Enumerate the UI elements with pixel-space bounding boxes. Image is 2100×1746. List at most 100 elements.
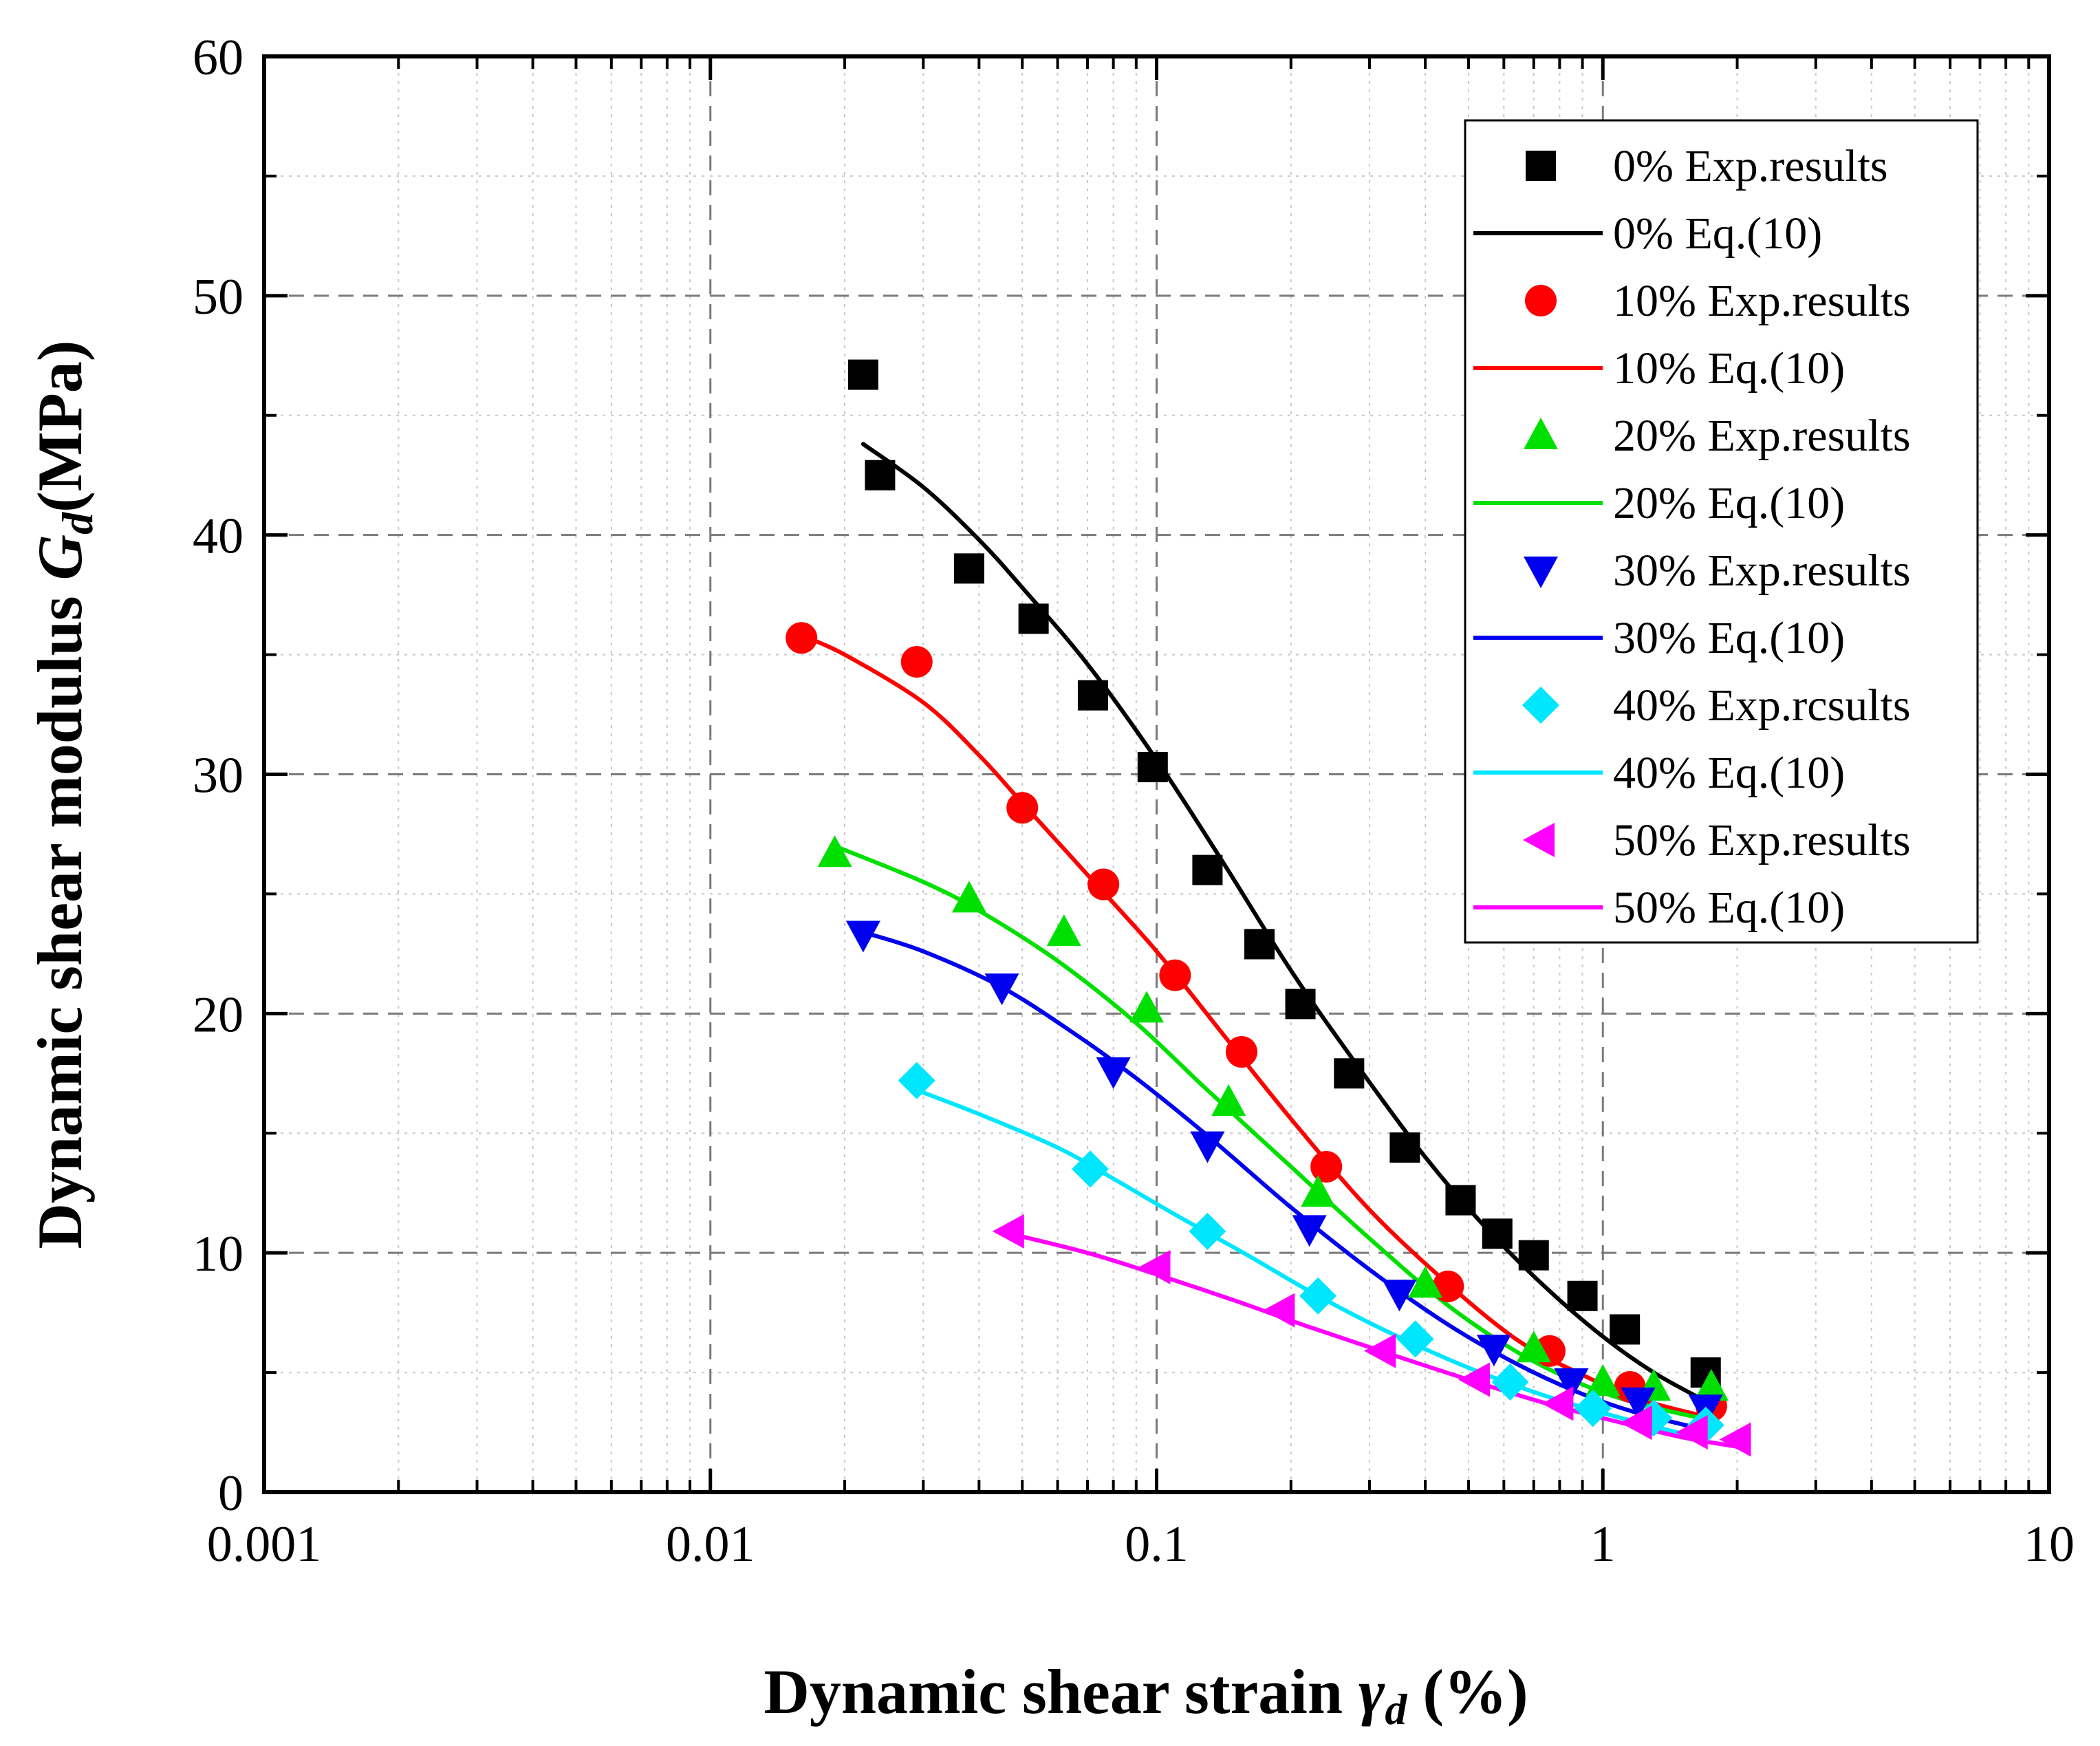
- legend-label-10pct-exp: 10% Exp.results: [1613, 276, 1911, 326]
- data-point-0pct: [1077, 680, 1108, 711]
- data-point-50pct: [1364, 1333, 1396, 1368]
- data-point-20pct: [1585, 1364, 1621, 1396]
- y-tick-label: 0: [218, 1465, 243, 1522]
- data-point-50pct: [992, 1214, 1024, 1249]
- y-tick-label: 10: [193, 1226, 243, 1282]
- data-point-50pct: [1263, 1293, 1295, 1328]
- legend-label-20pct-fit: 20% Eq.(10): [1613, 478, 1845, 528]
- data-point-0pct: [1445, 1185, 1476, 1216]
- legend-label-50pct-fit: 50% Eq.(10): [1613, 883, 1845, 933]
- x-tick-label: 10: [2024, 1516, 2075, 1573]
- data-point-0pct: [865, 460, 896, 491]
- legend: 0% Exp.results 0% Eq.(10) 10% Exp.results 1…: [1464, 119, 1979, 944]
- data-point-30pct: [1476, 1335, 1511, 1367]
- y-tick-label: 40: [193, 508, 243, 565]
- data-point-0pct: [1192, 854, 1223, 885]
- data-point-40pct: [898, 1061, 935, 1099]
- data-point-20pct: [1129, 991, 1165, 1023]
- legend-symbol-20pct-exp: [1524, 418, 1558, 449]
- legend-symbol-40pct-exp: [1522, 687, 1559, 724]
- data-point-30pct: [845, 920, 880, 953]
- legend-label-40pct-fit: 40% Eq.(10): [1613, 748, 1845, 798]
- legend-label-0pct-exp: 0% Exp.results: [1613, 141, 1888, 191]
- data-point-40pct: [1299, 1277, 1337, 1315]
- data-point-0pct: [1285, 989, 1316, 1020]
- axis-ticks: [262, 54, 2051, 1494]
- y-axis-title-symbol: G: [25, 535, 95, 580]
- legend-label-30pct-exp: 30% Exp.results: [1613, 546, 1911, 596]
- fit-curve-0pct: [860, 442, 1708, 1403]
- data-point-30pct: [1190, 1131, 1225, 1163]
- data-point-50pct: [1138, 1250, 1171, 1285]
- legend-label-20pct-exp: 20% Exp.results: [1613, 411, 1911, 461]
- legend-symbol-0pct-exp: [1526, 151, 1556, 181]
- data-point-0pct: [1137, 752, 1168, 783]
- y-tick-label: 30: [193, 748, 243, 804]
- data-point-20pct: [1693, 1368, 1729, 1401]
- x-axis-title: Dynamic shear strain γd (%): [764, 1657, 1528, 1734]
- data-point-50pct: [1541, 1386, 1574, 1421]
- x-axis-title-symbol: γ: [1358, 1657, 1385, 1727]
- data-point-40pct: [1072, 1150, 1109, 1188]
- tick-labels: 0.001 0.01 0.1 1 10 0 10 20 30 40 50 60: [193, 30, 2075, 1573]
- x-tick-label: 0.1: [1125, 1516, 1189, 1573]
- data-point-50pct: [1719, 1422, 1751, 1457]
- data-point-0pct: [953, 553, 984, 584]
- y-tick-label: 50: [193, 269, 243, 325]
- data-point-10pct: [1087, 868, 1120, 901]
- data-point-50pct: [1676, 1415, 1708, 1450]
- legend-label-50pct-exp: 50% Exp.results: [1613, 815, 1911, 865]
- y-axis-title-main: Dynamic shear modulus: [25, 580, 95, 1249]
- data-point-20pct: [1211, 1084, 1246, 1117]
- data-point-10pct: [1225, 1035, 1257, 1068]
- y-tick-label: 60: [193, 30, 243, 86]
- data-point-10pct: [900, 646, 933, 678]
- x-axis-title-unit: (%): [1407, 1657, 1528, 1727]
- legend-label-40pct-exp: 40% Exp.rcsults: [1613, 680, 1911, 731]
- data-point-40pct: [1574, 1390, 1612, 1427]
- data-point-30pct: [1292, 1215, 1327, 1247]
- data-point-40pct: [1189, 1212, 1226, 1250]
- data-point-20pct: [1516, 1330, 1551, 1363]
- legend-symbol-50pct-exp: [1523, 823, 1555, 857]
- data-point-30pct: [1621, 1387, 1656, 1419]
- x-tick-label: 0.01: [666, 1516, 755, 1573]
- legend-label-30pct-fit: 30% Eq.(10): [1613, 613, 1845, 663]
- data-point-0pct: [1244, 929, 1275, 960]
- experimental-points: [786, 359, 1751, 1457]
- data-point-0pct: [847, 359, 878, 390]
- data-point-20pct: [1046, 914, 1081, 947]
- y-axis-title-unit: (MPa): [25, 341, 95, 513]
- y-axis-title: Dynamic shear modulus Gd(MPa): [25, 341, 102, 1249]
- x-axis-title-main: Dynamic shear strain: [764, 1657, 1358, 1727]
- x-tick-label: 1: [1590, 1516, 1616, 1573]
- data-point-0pct: [1389, 1132, 1420, 1163]
- data-point-50pct: [1458, 1362, 1491, 1397]
- data-point-10pct: [1310, 1150, 1343, 1183]
- data-point-20pct: [1301, 1175, 1336, 1207]
- data-point-30pct: [1096, 1057, 1131, 1089]
- data-point-0pct: [1518, 1240, 1549, 1271]
- data-point-40pct: [1491, 1363, 1529, 1401]
- data-point-30pct: [984, 973, 1019, 1006]
- data-point-10pct: [1159, 959, 1191, 991]
- y-axis-title-subscript: d: [53, 512, 102, 535]
- data-point-0pct: [1610, 1314, 1641, 1345]
- data-point-0pct: [1334, 1058, 1365, 1089]
- data-point-0pct: [1567, 1280, 1598, 1311]
- data-point-10pct: [786, 622, 818, 654]
- data-point-20pct: [1408, 1266, 1443, 1298]
- legend-label-0pct-fit: 0% Eq.(10): [1613, 208, 1822, 259]
- data-point-10pct: [1006, 792, 1039, 824]
- data-point-0pct: [1482, 1218, 1513, 1249]
- data-point-50pct: [1620, 1405, 1652, 1441]
- legend-symbol-10pct-exp: [1525, 285, 1557, 316]
- data-point-40pct: [1396, 1320, 1434, 1358]
- data-point-30pct: [1382, 1280, 1417, 1312]
- data-point-0pct: [1018, 603, 1049, 634]
- legend-box: [1464, 119, 1979, 944]
- y-tick-label: 20: [193, 987, 243, 1043]
- legend-label-10pct-fit: 10% Eq.(10): [1613, 343, 1845, 394]
- legend-symbol-30pct-exp: [1524, 557, 1558, 588]
